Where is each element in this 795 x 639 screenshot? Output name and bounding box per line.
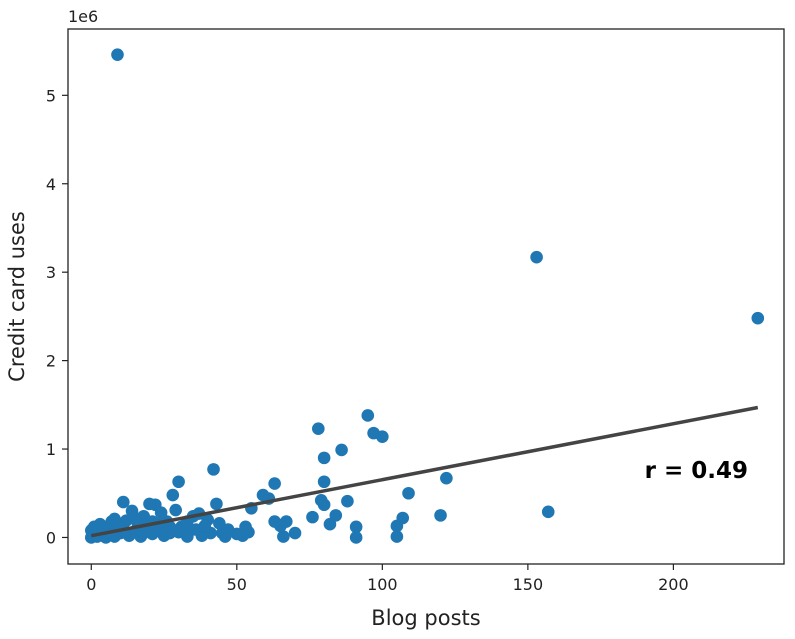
y-offset-label: 1e6 bbox=[68, 7, 98, 26]
x-tick-label: 200 bbox=[658, 575, 689, 594]
y-tick-label: 3 bbox=[46, 263, 56, 282]
data-point bbox=[239, 520, 252, 534]
data-point bbox=[323, 517, 337, 531]
data-point bbox=[288, 526, 302, 540]
data-point bbox=[154, 506, 168, 520]
data-point bbox=[314, 494, 328, 507]
data-point bbox=[108, 512, 121, 526]
data-point bbox=[198, 519, 212, 533]
data-point bbox=[268, 515, 281, 528]
data-point bbox=[128, 511, 142, 525]
data-point bbox=[111, 48, 124, 61]
data-point bbox=[172, 475, 185, 489]
x-tick-label: 150 bbox=[513, 575, 544, 594]
y-tick-label: 5 bbox=[46, 86, 56, 105]
data-point bbox=[166, 488, 180, 502]
trend-line bbox=[90, 405, 759, 538]
data-point bbox=[440, 471, 453, 485]
data-point bbox=[207, 463, 220, 476]
data-point bbox=[367, 426, 380, 440]
data-point bbox=[172, 525, 185, 539]
y-tick-label: 4 bbox=[46, 175, 56, 194]
y-axis-ticks: 0 1 2 3 4 5 bbox=[46, 86, 68, 547]
data-point bbox=[277, 530, 290, 543]
data-point bbox=[390, 530, 404, 543]
x-axis-label: Blog posts bbox=[371, 606, 480, 630]
data-point bbox=[213, 517, 226, 530]
y-tick-label: 0 bbox=[46, 528, 56, 547]
data-point bbox=[317, 451, 331, 465]
data-point bbox=[361, 409, 375, 422]
data-point bbox=[312, 422, 325, 436]
x-tick-label: 100 bbox=[367, 575, 398, 594]
data-point bbox=[402, 486, 415, 500]
data-point bbox=[256, 488, 270, 502]
data-point bbox=[530, 250, 543, 264]
data-point bbox=[317, 475, 331, 489]
correlation-annotation: r = 0.49 bbox=[645, 458, 748, 484]
data-point bbox=[137, 526, 150, 540]
data-point bbox=[541, 505, 555, 519]
data-points bbox=[84, 48, 765, 544]
plot-frame bbox=[67, 28, 785, 565]
data-point bbox=[434, 509, 447, 522]
data-point bbox=[751, 311, 765, 325]
y-axis-label: Credit card uses bbox=[5, 211, 29, 382]
data-point bbox=[335, 443, 348, 457]
x-tick-label: 0 bbox=[86, 575, 96, 594]
data-point bbox=[210, 497, 223, 511]
data-point bbox=[349, 531, 363, 544]
data-point bbox=[349, 520, 363, 534]
y-tick-label: 1 bbox=[46, 440, 56, 459]
x-tick-label: 50 bbox=[227, 575, 247, 594]
data-point bbox=[390, 519, 404, 533]
x-axis-ticks: 0 50 100 150 200 bbox=[86, 564, 689, 594]
data-point bbox=[143, 497, 156, 511]
data-point bbox=[306, 510, 319, 524]
data-point bbox=[341, 494, 354, 508]
data-point bbox=[268, 477, 281, 490]
data-point bbox=[221, 523, 235, 536]
data-point bbox=[117, 495, 130, 509]
data-point bbox=[169, 503, 182, 517]
trend-line-group bbox=[90, 405, 759, 538]
y-tick-label: 2 bbox=[46, 352, 56, 371]
